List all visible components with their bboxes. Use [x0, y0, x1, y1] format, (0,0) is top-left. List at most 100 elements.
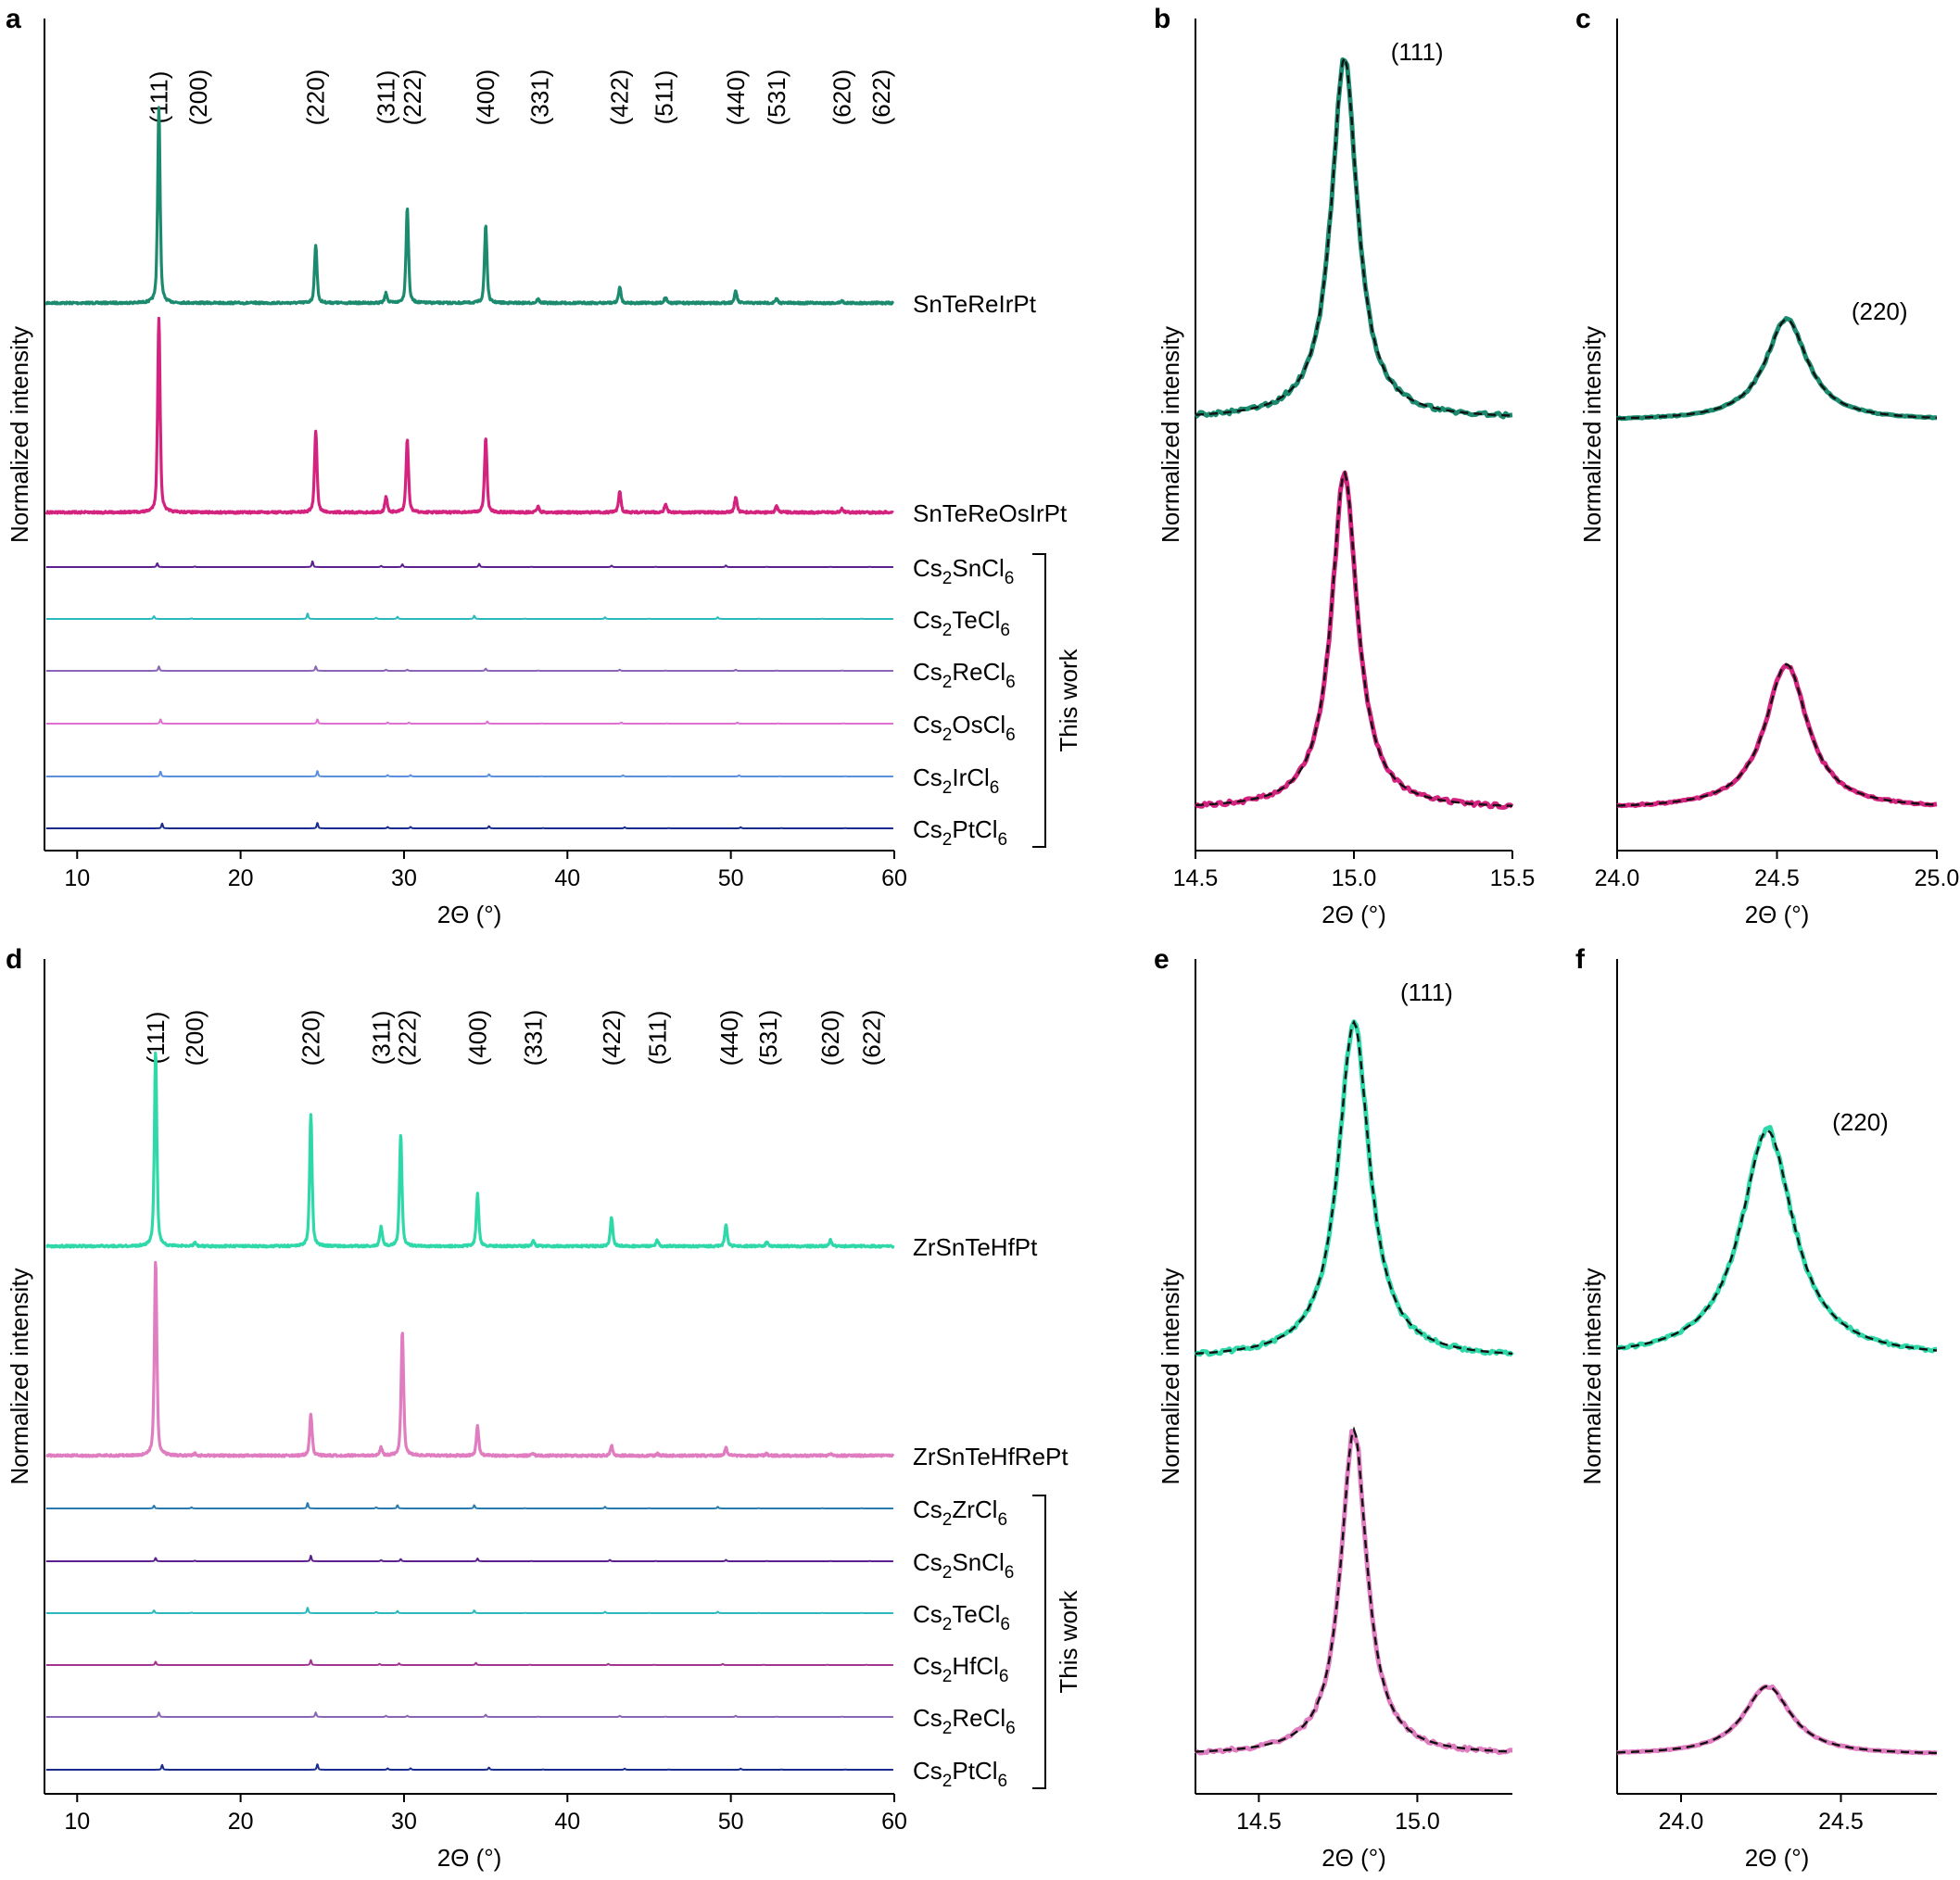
- x-axis-title: 2Θ (°): [1745, 901, 1810, 928]
- x-tick-label: 60: [881, 865, 907, 891]
- series-line: [44, 106, 895, 306]
- x-tick-label: 14.5: [1236, 1809, 1282, 1835]
- series-line: [44, 316, 894, 515]
- x-tick-label: 30: [391, 865, 417, 891]
- y-axis-title: Normalized intensity: [6, 326, 33, 543]
- reflection-label: (622): [857, 1010, 885, 1066]
- fit-line: [1616, 662, 1938, 807]
- panel-f: 24.0 24.5 2Θ (°) Normalized intensity f (220): [1575, 944, 1938, 1872]
- series-label: SnTeReIrPt: [913, 290, 1037, 318]
- panel-label: d: [6, 944, 22, 975]
- y-axis-title: Normalized intensity: [6, 1268, 33, 1484]
- x-tick-label: 60: [881, 1809, 907, 1835]
- x-tick-label: 24.5: [1818, 1809, 1864, 1835]
- series-line: [1616, 662, 1938, 809]
- series-line: [45, 665, 894, 672]
- series-line: [45, 1607, 894, 1614]
- peak-annotation: (220): [1832, 1108, 1889, 1136]
- series-label: Cs2SnCl6: [913, 554, 1014, 588]
- panel-d: 10 20 30 40 50 60 2Θ (°) Normalized intensity d (…: [6, 944, 1082, 1872]
- fit-line: [1195, 1019, 1513, 1356]
- y-axis-title: Normalized intensity: [1578, 1268, 1606, 1484]
- reflection-label: (311): [373, 70, 400, 125]
- reference-group-label: This work: [1055, 1589, 1082, 1693]
- reflection-label: (222): [393, 1010, 421, 1066]
- series-line: [45, 1711, 894, 1718]
- reflection-label: (400): [472, 69, 499, 126]
- series-label: Cs2ReCl6: [913, 658, 1016, 692]
- reflection-label: (511): [643, 1011, 671, 1066]
- reflection-label: (200): [184, 69, 212, 126]
- series-line: [1194, 57, 1513, 420]
- series-label: Cs2TeCl6: [913, 1600, 1010, 1634]
- x-tick-label: 10: [64, 1809, 90, 1835]
- series-line: [45, 560, 894, 568]
- fit-line: [1616, 1684, 1937, 1755]
- x-axis-title: 2Θ (°): [1745, 1844, 1810, 1872]
- series-line: [1616, 1684, 1938, 1756]
- x-tick-label: 50: [718, 1809, 744, 1835]
- panel-a: 10 20 30 40 50 60 2Θ (°) Normalized intensity a (…: [6, 4, 1082, 928]
- series-label: Cs2IrCl6: [913, 763, 999, 798]
- y-axis-title: Normalized intensity: [1157, 1268, 1184, 1484]
- reflection-label: (531): [763, 69, 790, 126]
- series-line: [45, 822, 894, 829]
- series-line: [45, 718, 894, 725]
- reflection-label: (220): [302, 69, 330, 126]
- panel-label: e: [1154, 944, 1170, 975]
- series-line: [45, 770, 894, 777]
- series-label: Cs2TeCl6: [913, 606, 1010, 640]
- series-label: ZrSnTeHfPt: [913, 1233, 1038, 1261]
- series-line: [44, 1260, 895, 1458]
- peak-annotation: (111): [1391, 38, 1444, 66]
- reflection-label: (440): [715, 1010, 743, 1066]
- panel-label: f: [1575, 944, 1586, 975]
- x-tick-label: 24.0: [1659, 1809, 1704, 1835]
- reflection-label: (200): [181, 1010, 209, 1066]
- peak-annotation: (111): [1400, 978, 1453, 1006]
- peak-annotation: (220): [1852, 297, 1908, 325]
- reflection-label: (220): [297, 1010, 324, 1066]
- x-tick-label: 10: [64, 865, 90, 891]
- reference-group-label: This work: [1055, 648, 1082, 751]
- series-label: Cs2ZrCl6: [913, 1495, 1007, 1530]
- reflection-label: (531): [754, 1010, 782, 1066]
- panel-e: 14.5 15.0 2Θ (°) Normalized intensity e (111): [1154, 944, 1514, 1872]
- fit-line: [1616, 318, 1938, 420]
- y-axis-title: Normalized intensity: [1578, 326, 1606, 543]
- fit-line: [1616, 1129, 1938, 1352]
- series-line: [45, 1502, 894, 1509]
- x-axis-title: 2Θ (°): [437, 901, 502, 928]
- series-line: [1194, 1429, 1513, 1756]
- fit-line: [1195, 54, 1513, 417]
- x-tick-label: 25.0: [1915, 865, 1960, 891]
- x-tick-label: 15.0: [1395, 1809, 1440, 1835]
- reflection-label: (400): [463, 1010, 491, 1066]
- reflection-label: (331): [525, 69, 553, 126]
- x-tick-label: 15.0: [1332, 865, 1377, 891]
- reflection-label: (422): [598, 1010, 626, 1066]
- series-label: Cs2OsCl6: [913, 711, 1016, 745]
- x-tick-label: 20: [228, 865, 254, 891]
- fit-line: [1195, 470, 1513, 807]
- series-label: Cs2SnCl6: [913, 1548, 1014, 1583]
- series-label: Cs2ReCl6: [913, 1704, 1016, 1738]
- y-axis-title: Normalized intensity: [1157, 326, 1184, 543]
- series-label: Cs2PtCl6: [913, 815, 1007, 850]
- x-tick-label: 20: [228, 1809, 254, 1835]
- reflection-label: (511): [650, 70, 677, 125]
- x-tick-label: 24.5: [1754, 865, 1800, 891]
- series-line: [44, 1051, 895, 1249]
- reflection-label: (422): [606, 69, 634, 126]
- panel-b: 14.5 15.0 15.5 2Θ (°) Normalized intensity b (…: [1154, 4, 1535, 928]
- x-tick-label: 24.0: [1595, 865, 1640, 891]
- reflection-label: (440): [722, 69, 750, 126]
- reflection-label: (620): [828, 69, 856, 126]
- x-tick-label: 14.5: [1173, 865, 1219, 891]
- panel-label: a: [6, 4, 21, 34]
- x-tick-label: 15.5: [1490, 865, 1536, 891]
- x-axis-title: 2Θ (°): [1321, 901, 1386, 928]
- panel-c: 24.0 24.5 25.0 2Θ (°) Normalized intensity c (…: [1575, 4, 1959, 928]
- x-tick-label: 50: [718, 865, 744, 891]
